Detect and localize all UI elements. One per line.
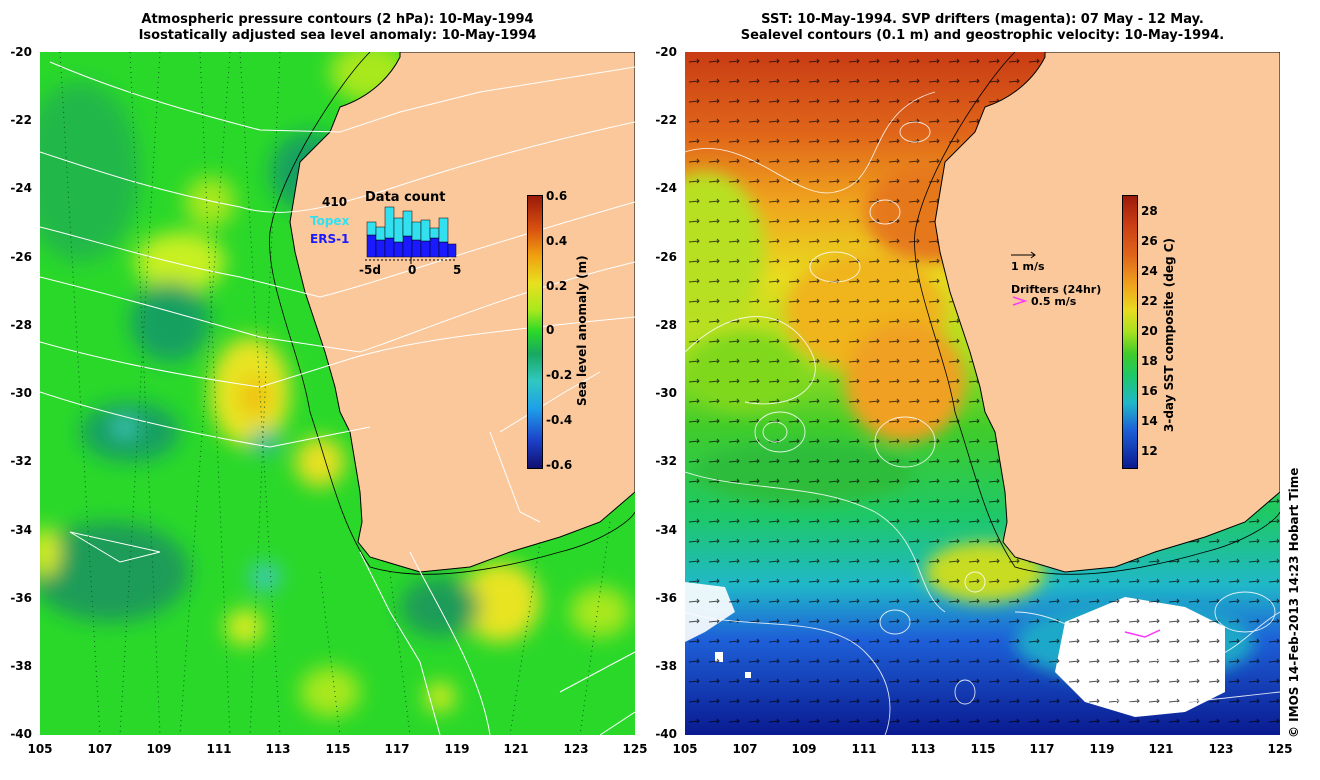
- x-tick: 105: [672, 742, 698, 756]
- x-tick: 115: [970, 742, 996, 756]
- x-tick: 117: [384, 742, 410, 756]
- right-map-plot[interactable]: 1 m/s Drifters (24hr) 0.5 m/s: [685, 52, 1280, 735]
- cbar-label: -0.6: [546, 458, 573, 472]
- right-title-line1: SST: 10-May-1994. SVP drifters (magenta)…: [761, 12, 1204, 27]
- y-tick: -34: [655, 523, 677, 537]
- y-tick: -40: [10, 727, 32, 741]
- y-tick: -32: [655, 454, 677, 468]
- x-tick: 123: [1208, 742, 1234, 756]
- left-title-line1: Atmospheric pressure contours (2 hPa): 1…: [141, 12, 534, 27]
- x-tick: 125: [622, 742, 648, 756]
- x-tick: 109: [146, 742, 172, 756]
- cbar-label: -0.2: [546, 368, 573, 382]
- cbar-label: 18: [1141, 354, 1158, 368]
- y-tick: -26: [655, 250, 677, 264]
- x-tick: 105: [27, 742, 53, 756]
- x-tick: 117: [1029, 742, 1055, 756]
- cbar-label: 0.4: [546, 234, 568, 248]
- y-tick: -34: [10, 523, 32, 537]
- cbar-label: 20: [1141, 324, 1158, 338]
- cbar-label: 12: [1141, 444, 1158, 458]
- y-tick: -30: [10, 386, 32, 400]
- sst-map: [685, 52, 1280, 735]
- sla-colorbar-title: Sea level anomaly (m): [575, 255, 589, 406]
- cbar-label: 22: [1141, 294, 1158, 308]
- hist-label-minus5d: -5d: [359, 263, 381, 277]
- y-tick: -26: [10, 250, 32, 264]
- x-tick: 121: [1148, 742, 1174, 756]
- drifters-title: Drifters (24hr): [1011, 283, 1102, 296]
- satellite-tracks: [59, 52, 611, 735]
- y-tick: -20: [10, 45, 32, 59]
- velocity-key-label: 1 m/s: [1011, 260, 1045, 273]
- cbar-label: 0: [546, 323, 555, 337]
- drifter-key-symbol: [1012, 296, 1028, 306]
- data-count-value: 410: [322, 195, 348, 209]
- y-tick: -28: [10, 318, 32, 332]
- x-tick: 125: [1267, 742, 1293, 756]
- x-tick: 113: [910, 742, 936, 756]
- y-tick: -38: [655, 659, 677, 673]
- x-tick: 121: [503, 742, 529, 756]
- ers-bars: [366, 234, 457, 258]
- sea-level-contours: [685, 91, 1280, 735]
- x-tick: 111: [206, 742, 232, 756]
- y-tick: -22: [655, 113, 677, 127]
- x-tick: 111: [851, 742, 877, 756]
- cbar-label: 14: [1141, 414, 1158, 428]
- x-tick: 107: [87, 742, 113, 756]
- sea-level-anomaly-map: [40, 52, 635, 735]
- ers1-label: ERS-1: [310, 232, 350, 246]
- pressure-contours: [40, 61, 635, 735]
- y-tick: -28: [655, 318, 677, 332]
- y-tick: -24: [655, 181, 677, 195]
- x-tick: 119: [444, 742, 470, 756]
- right-title: SST: 10-May-1994. SVP drifters (magenta)…: [685, 12, 1280, 44]
- topex-bars: [366, 206, 449, 243]
- y-tick: -38: [10, 659, 32, 673]
- y-tick: -20: [655, 45, 677, 59]
- shelf-contour: [914, 52, 1280, 575]
- cbar-label: 16: [1141, 384, 1158, 398]
- x-tick: 123: [563, 742, 589, 756]
- y-tick: -22: [10, 113, 32, 127]
- sst-colorbar-title: 3-day SST composite (deg C): [1162, 237, 1176, 432]
- y-tick: -36: [10, 591, 32, 605]
- x-tick: 109: [791, 742, 817, 756]
- y-tick: -32: [10, 454, 32, 468]
- y-tick: -40: [655, 727, 677, 741]
- y-tick: -30: [655, 386, 677, 400]
- y-tick: -24: [10, 181, 32, 195]
- cbar-label: 24: [1141, 264, 1158, 278]
- cbar-label: 0.6: [546, 189, 568, 203]
- sla-colorbar: [527, 195, 543, 469]
- cbar-label: 0.2: [546, 279, 568, 293]
- hist-label-0: 0: [408, 263, 417, 277]
- data-count-histogram: [365, 206, 457, 264]
- hist-label-5: 5: [453, 263, 462, 277]
- x-tick: 113: [265, 742, 291, 756]
- x-tick: 119: [1089, 742, 1115, 756]
- velocity-key-arrowhead: [1030, 251, 1036, 259]
- australia-land: [934, 52, 1280, 573]
- right-title-line2: Sealevel contours (0.1 m) and geostrophi…: [740, 28, 1225, 43]
- cbar-label: -0.4: [546, 413, 573, 427]
- cbar-label: 26: [1141, 234, 1158, 248]
- shelf-contour: [269, 52, 635, 575]
- sst-colorbar: [1122, 195, 1138, 469]
- australia-land: [289, 52, 635, 573]
- left-title-line2: Isostatically adjusted sea level anomaly…: [138, 28, 537, 43]
- drifter-track: [1124, 629, 1161, 638]
- topex-label: Topex: [310, 214, 350, 228]
- data-count-title: Data count: [365, 190, 446, 205]
- drifters-key-label: 0.5 m/s: [1031, 295, 1077, 308]
- x-tick: 107: [732, 742, 758, 756]
- left-title: Atmospheric pressure contours (2 hPa): 1…: [40, 12, 635, 44]
- imos-credit: © IMOS 14-Feb-2013 14:23 Hobart Time: [1287, 467, 1301, 738]
- cbar-label: 28: [1141, 204, 1158, 218]
- left-map-plot[interactable]: 410 Data count Topex ERS-1 -5d 0 5: [40, 52, 635, 735]
- y-tick: -36: [655, 591, 677, 605]
- x-tick: 115: [325, 742, 351, 756]
